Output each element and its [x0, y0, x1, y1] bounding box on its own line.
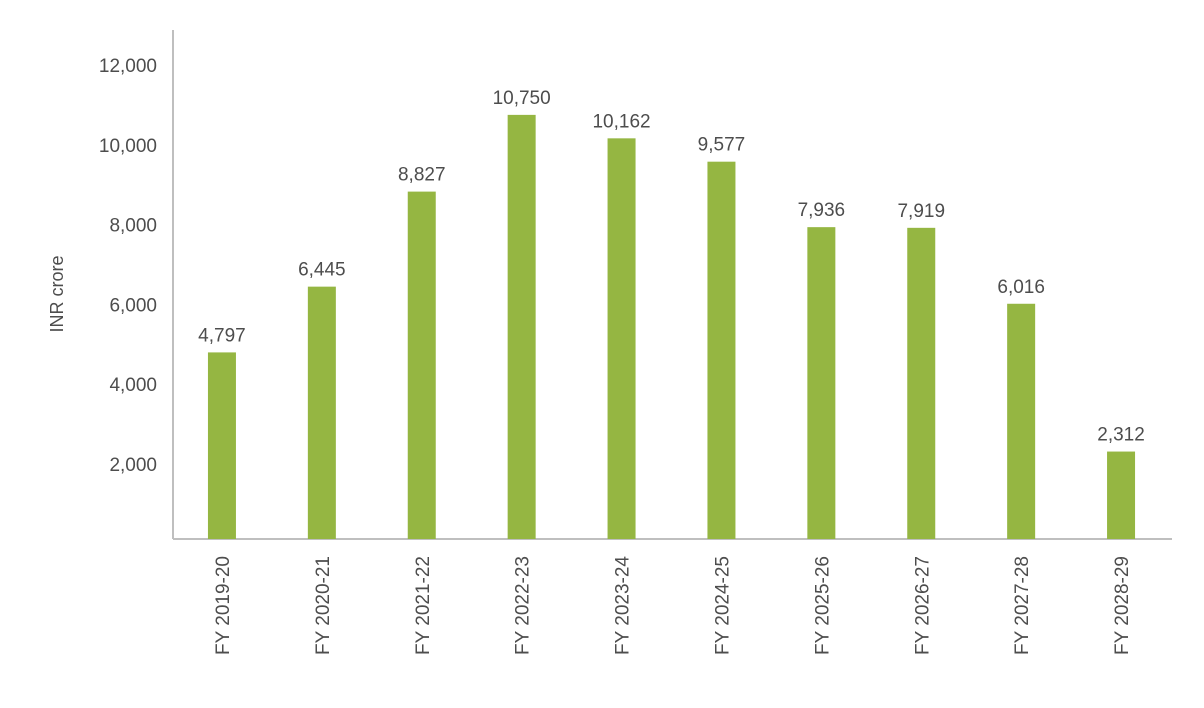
y-tick-label: 6,000 — [109, 295, 157, 316]
x-category-label: FY 2023-24 — [613, 556, 634, 655]
bar-value-label: 10,750 — [493, 88, 551, 109]
y-tick-label: 2,000 — [109, 455, 157, 476]
bar — [307, 286, 336, 539]
bar — [407, 191, 436, 539]
bar-value-label: 7,936 — [798, 200, 846, 221]
y-axis-ticks: 2,000 4,000 6,000 8,000 10,000 12,000 — [99, 56, 157, 476]
x-category-label: FY 2024-25 — [712, 556, 733, 655]
bar — [907, 227, 936, 539]
bar — [507, 114, 536, 539]
y-tick-label: 8,000 — [109, 216, 157, 237]
bar-value-label: 9,577 — [698, 135, 746, 156]
x-category-label: FY 2021-22 — [413, 556, 434, 655]
y-axis-title: INR crore — [47, 255, 67, 332]
bar-value-label: 7,919 — [897, 201, 945, 222]
x-category-label: FY 2019-20 — [213, 556, 234, 655]
bar-value-label: 8,827 — [398, 165, 446, 186]
bar-value-label: 10,162 — [592, 111, 650, 132]
y-tick-label: 10,000 — [99, 136, 157, 157]
data-labels-group: 4,797 6,445 8,827 10,750 10,162 9,577 7,936 7,9… — [198, 88, 1145, 446]
bar — [1107, 451, 1136, 539]
x-category-label: FY 2020-21 — [313, 556, 334, 655]
x-category-label: FY 2026-27 — [912, 556, 933, 655]
bar — [1007, 303, 1036, 539]
category-labels-group: FY 2019-20 FY 2020-21 FY 2021-22 FY 2022-23… — [213, 556, 1133, 655]
y-tick-label: 12,000 — [99, 56, 157, 77]
bar-value-label: 4,797 — [198, 325, 246, 346]
bar-value-label: 6,016 — [997, 277, 1045, 298]
bar — [707, 161, 736, 539]
bars-group — [207, 114, 1136, 540]
x-category-label: FY 2027-28 — [1012, 556, 1033, 655]
x-category-label: FY 2022-23 — [513, 556, 534, 655]
x-category-label: FY 2028-29 — [1112, 556, 1133, 655]
x-category-label: FY 2025-26 — [812, 556, 833, 655]
bar — [807, 227, 836, 539]
bar-value-label: 6,445 — [298, 260, 346, 281]
bar-value-label: 2,312 — [1097, 425, 1145, 446]
y-tick-label: 4,000 — [109, 375, 157, 396]
bar — [207, 352, 236, 539]
bar — [607, 138, 636, 540]
